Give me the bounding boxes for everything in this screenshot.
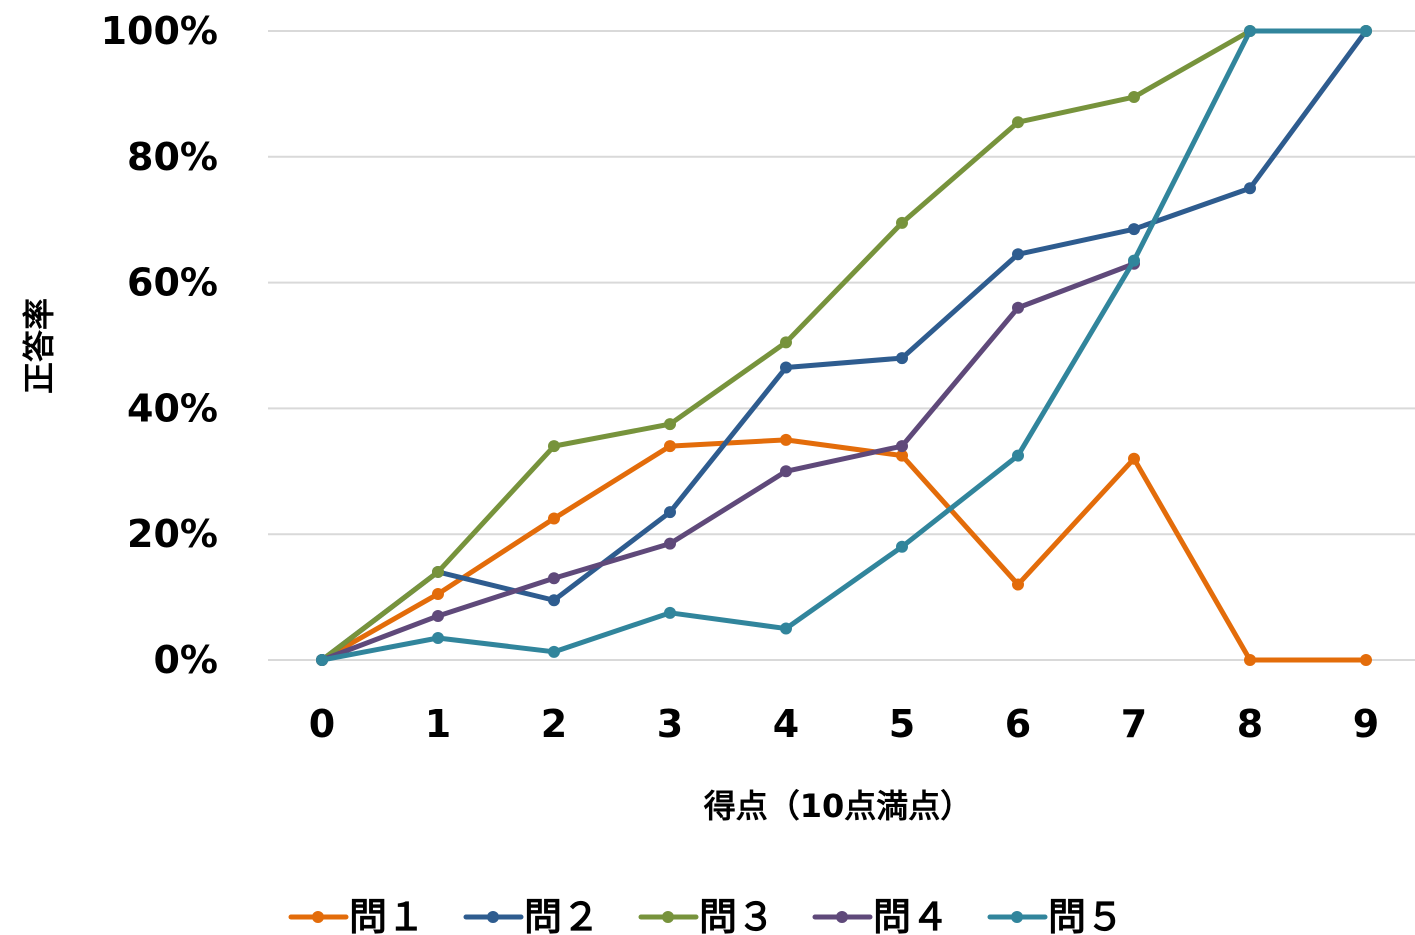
x-tick-label: 3	[657, 702, 683, 746]
data-point	[1360, 25, 1372, 37]
legend-item: 問４	[812, 895, 949, 935]
y-axis-tick-labels: 0% 20% 40% 60% 80% 100%	[101, 9, 218, 682]
legend-label: 問１	[349, 895, 425, 935]
y-tick-label: 60%	[127, 261, 218, 305]
data-point	[780, 433, 792, 446]
y-tick-label: 40%	[127, 386, 218, 430]
x-tick-label: 8	[1237, 702, 1263, 746]
series-4	[316, 257, 1140, 666]
legend-item: 問５	[987, 895, 1124, 935]
x-tick-label: 1	[425, 702, 451, 746]
legend-marker	[312, 911, 324, 923]
data-point	[1128, 91, 1140, 104]
data-point	[1012, 116, 1024, 129]
x-axis-title: 得点（10点満点）	[704, 787, 973, 825]
x-tick-label: 4	[773, 702, 799, 746]
y-tick-label: 0%	[153, 638, 218, 682]
gridlines	[268, 30, 1415, 661]
legend-label: 問４	[873, 895, 949, 935]
data-point	[1012, 248, 1024, 261]
data-point	[1128, 254, 1140, 267]
data-point	[1012, 301, 1024, 314]
data-point	[780, 361, 792, 374]
legend-item: 問３	[638, 895, 775, 935]
series-line	[319, 28, 1369, 663]
data-point	[432, 587, 444, 600]
series-line	[319, 261, 1137, 663]
data-point	[432, 609, 444, 622]
data-point	[548, 512, 560, 525]
data-point	[896, 352, 908, 365]
series-line	[319, 437, 1369, 663]
legend-label: 問３	[699, 895, 775, 935]
series-5	[316, 25, 1372, 666]
legend-marker	[1011, 911, 1023, 923]
series-lines	[316, 25, 1372, 666]
data-point	[316, 654, 328, 666]
x-tick-label: 6	[1005, 702, 1031, 746]
data-point	[432, 631, 444, 644]
data-point	[664, 606, 676, 619]
data-point	[548, 572, 560, 585]
legend: 問１ 問２ 問３ 問４ 問５	[288, 895, 1124, 935]
data-point	[664, 506, 676, 519]
legend-marker	[836, 911, 848, 923]
series-1	[316, 433, 1372, 666]
series-line	[319, 28, 1369, 663]
data-point	[548, 645, 560, 658]
x-tick-label: 0	[309, 702, 335, 746]
series-line	[319, 28, 1369, 663]
x-tick-label: 2	[541, 702, 567, 746]
y-tick-label: 100%	[101, 9, 218, 53]
data-point	[780, 622, 792, 635]
data-point	[664, 440, 676, 453]
legend-item: 問２	[463, 895, 600, 935]
y-tick-label: 20%	[127, 512, 218, 556]
legend-label: 問５	[1048, 895, 1124, 935]
data-point	[1244, 654, 1256, 666]
data-point	[548, 594, 560, 607]
x-tick-label: 7	[1121, 702, 1147, 746]
x-tick-label: 5	[889, 702, 915, 746]
legend-label: 問２	[524, 895, 600, 935]
x-axis-tick-labels: 0 1 2 3 4 5 6 7 8 9	[309, 702, 1379, 746]
data-point	[1244, 182, 1256, 195]
data-point	[896, 449, 908, 462]
data-point	[1012, 578, 1024, 591]
data-point	[896, 540, 908, 553]
data-point	[1012, 449, 1024, 462]
y-axis-title: 正答率	[20, 298, 58, 394]
data-point	[1128, 452, 1140, 465]
data-point	[780, 336, 792, 349]
data-point	[896, 440, 908, 453]
data-point	[548, 440, 560, 453]
data-point	[896, 216, 908, 229]
data-point	[1244, 25, 1256, 37]
data-point	[1128, 223, 1140, 236]
y-tick-label: 80%	[127, 135, 218, 179]
legend-item: 問１	[288, 895, 425, 935]
legend-marker	[487, 911, 499, 923]
data-point	[664, 418, 676, 431]
legend-marker	[662, 911, 674, 923]
x-tick-label: 9	[1353, 702, 1379, 746]
data-point	[1360, 654, 1372, 666]
data-point	[780, 465, 792, 478]
data-point	[432, 565, 444, 578]
data-point	[664, 537, 676, 550]
